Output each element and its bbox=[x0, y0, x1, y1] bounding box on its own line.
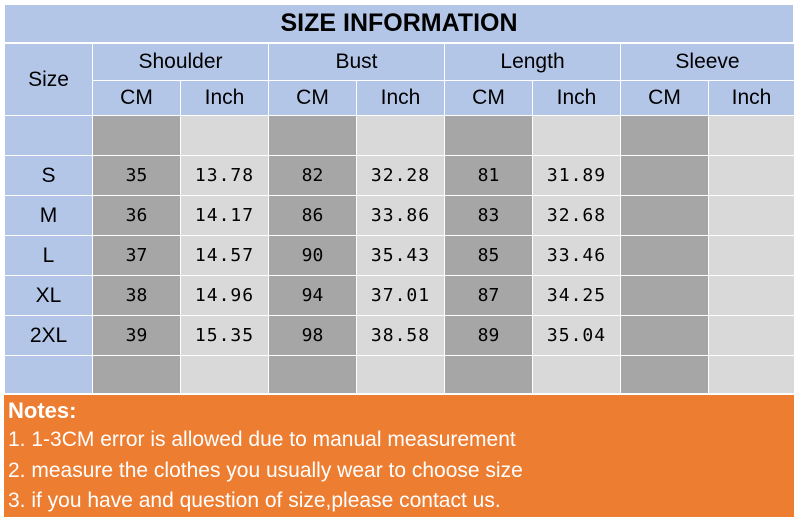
bust-cm-cell: 90 bbox=[268, 235, 357, 276]
length-cm-cell: 81 bbox=[444, 155, 533, 196]
unit-header: CM bbox=[268, 80, 357, 116]
length-inch-cell: 32.68 bbox=[531, 195, 622, 236]
unit-header: CM bbox=[620, 80, 710, 116]
bust-cm-cell: 86 bbox=[268, 195, 357, 236]
shoulder-cm-cell: 37 bbox=[92, 235, 181, 276]
length-cm-cell: 87 bbox=[444, 275, 533, 316]
length-header: Length bbox=[443, 43, 622, 81]
bust-cm-cell: 94 bbox=[268, 275, 357, 316]
header-row-measurements: Size Shoulder Bust Length Sleeve bbox=[4, 43, 796, 116]
table-row: M 36 14.17 86 33.86 83 32.68 bbox=[4, 195, 796, 236]
bust-inch-cell: 32.28 bbox=[356, 155, 445, 196]
size-cell: L bbox=[4, 235, 93, 276]
length-cm-cell: 89 bbox=[444, 315, 533, 356]
unit-header: Inch bbox=[531, 80, 622, 116]
bust-cm-cell: 82 bbox=[268, 155, 357, 196]
shoulder-cm-cell: 39 bbox=[92, 315, 181, 356]
unit-header: CM bbox=[444, 80, 533, 116]
sleeve-inch-cell bbox=[708, 195, 796, 236]
shoulder-cm-cell: 36 bbox=[92, 195, 181, 236]
sleeve-inch-cell bbox=[708, 275, 796, 316]
spacer-row bbox=[4, 355, 796, 394]
sleeve-cm-cell bbox=[620, 275, 710, 316]
sleeve-cm-cell bbox=[620, 195, 710, 236]
notes-box: Notes: 1. 1-3CM error is allowed due to … bbox=[4, 395, 794, 517]
note-line: 3. if you have and question of size,plea… bbox=[8, 489, 501, 512]
table-row: XL 38 14.96 94 37.01 87 34.25 bbox=[4, 275, 796, 316]
shoulder-cm-cell: 38 bbox=[92, 275, 181, 316]
sleeve-inch-cell bbox=[708, 155, 796, 196]
length-inch-cell: 31.89 bbox=[531, 155, 622, 196]
sleeve-inch-cell bbox=[708, 315, 796, 356]
shoulder-inch-cell: 15.35 bbox=[180, 315, 269, 356]
length-inch-cell: 35.04 bbox=[531, 315, 622, 356]
bust-inch-cell: 37.01 bbox=[356, 275, 445, 316]
size-column-header: Size bbox=[4, 43, 93, 116]
notes-title: Notes: bbox=[8, 398, 77, 423]
bust-inch-cell: 33.86 bbox=[356, 195, 445, 236]
note-line: 1. 1-3CM error is allowed due to manual … bbox=[8, 428, 516, 451]
chart-title: SIZE INFORMATION bbox=[4, 4, 794, 43]
sleeve-cm-cell bbox=[620, 235, 710, 276]
shoulder-cm-cell: 35 bbox=[92, 155, 181, 196]
shoulder-inch-cell: 14.17 bbox=[180, 195, 269, 236]
size-cell: M bbox=[4, 195, 93, 236]
unit-header: CM bbox=[92, 80, 181, 116]
sleeve-cm-cell bbox=[620, 315, 710, 356]
length-inch-cell: 34.25 bbox=[531, 275, 622, 316]
size-chart: SIZE INFORMATION Size Shoulder Bust Leng… bbox=[4, 4, 796, 394]
length-inch-cell: 33.46 bbox=[531, 235, 622, 276]
spacer-row bbox=[4, 115, 796, 156]
unit-header: Inch bbox=[356, 80, 445, 116]
header-row-units: CM Inch CM Inch CM Inch CM Inch bbox=[5, 80, 796, 116]
sleeve-inch-cell bbox=[708, 235, 796, 276]
bust-cm-cell: 98 bbox=[268, 315, 357, 356]
shoulder-inch-cell: 14.57 bbox=[180, 235, 269, 276]
shoulder-header: Shoulder bbox=[92, 43, 269, 81]
table-row: L 37 14.57 90 35.43 85 33.46 bbox=[4, 235, 796, 276]
shoulder-inch-cell: 14.96 bbox=[180, 275, 269, 316]
table-row: S 35 13.78 82 32.28 81 31.89 bbox=[4, 155, 796, 196]
sleeve-cm-cell bbox=[620, 155, 710, 196]
size-cell: S bbox=[4, 155, 93, 196]
table-row: 2XL 39 15.35 98 38.58 89 35.04 bbox=[4, 315, 796, 356]
unit-header: Inch bbox=[708, 80, 796, 116]
size-table: Size Shoulder Bust Length Sleeve CM Inch… bbox=[4, 43, 796, 394]
bust-inch-cell: 35.43 bbox=[356, 235, 445, 276]
bust-header: Bust bbox=[268, 43, 445, 81]
unit-header: Inch bbox=[180, 80, 269, 116]
size-cell: 2XL bbox=[4, 315, 93, 356]
bust-inch-cell: 38.58 bbox=[356, 315, 445, 356]
note-line: 2. measure the clothes you usually wear … bbox=[8, 458, 523, 482]
length-cm-cell: 83 bbox=[444, 195, 533, 236]
sleeve-header: Sleeve bbox=[620, 43, 796, 81]
length-cm-cell: 85 bbox=[444, 235, 533, 276]
shoulder-inch-cell: 13.78 bbox=[180, 155, 269, 196]
size-cell: XL bbox=[4, 275, 93, 316]
